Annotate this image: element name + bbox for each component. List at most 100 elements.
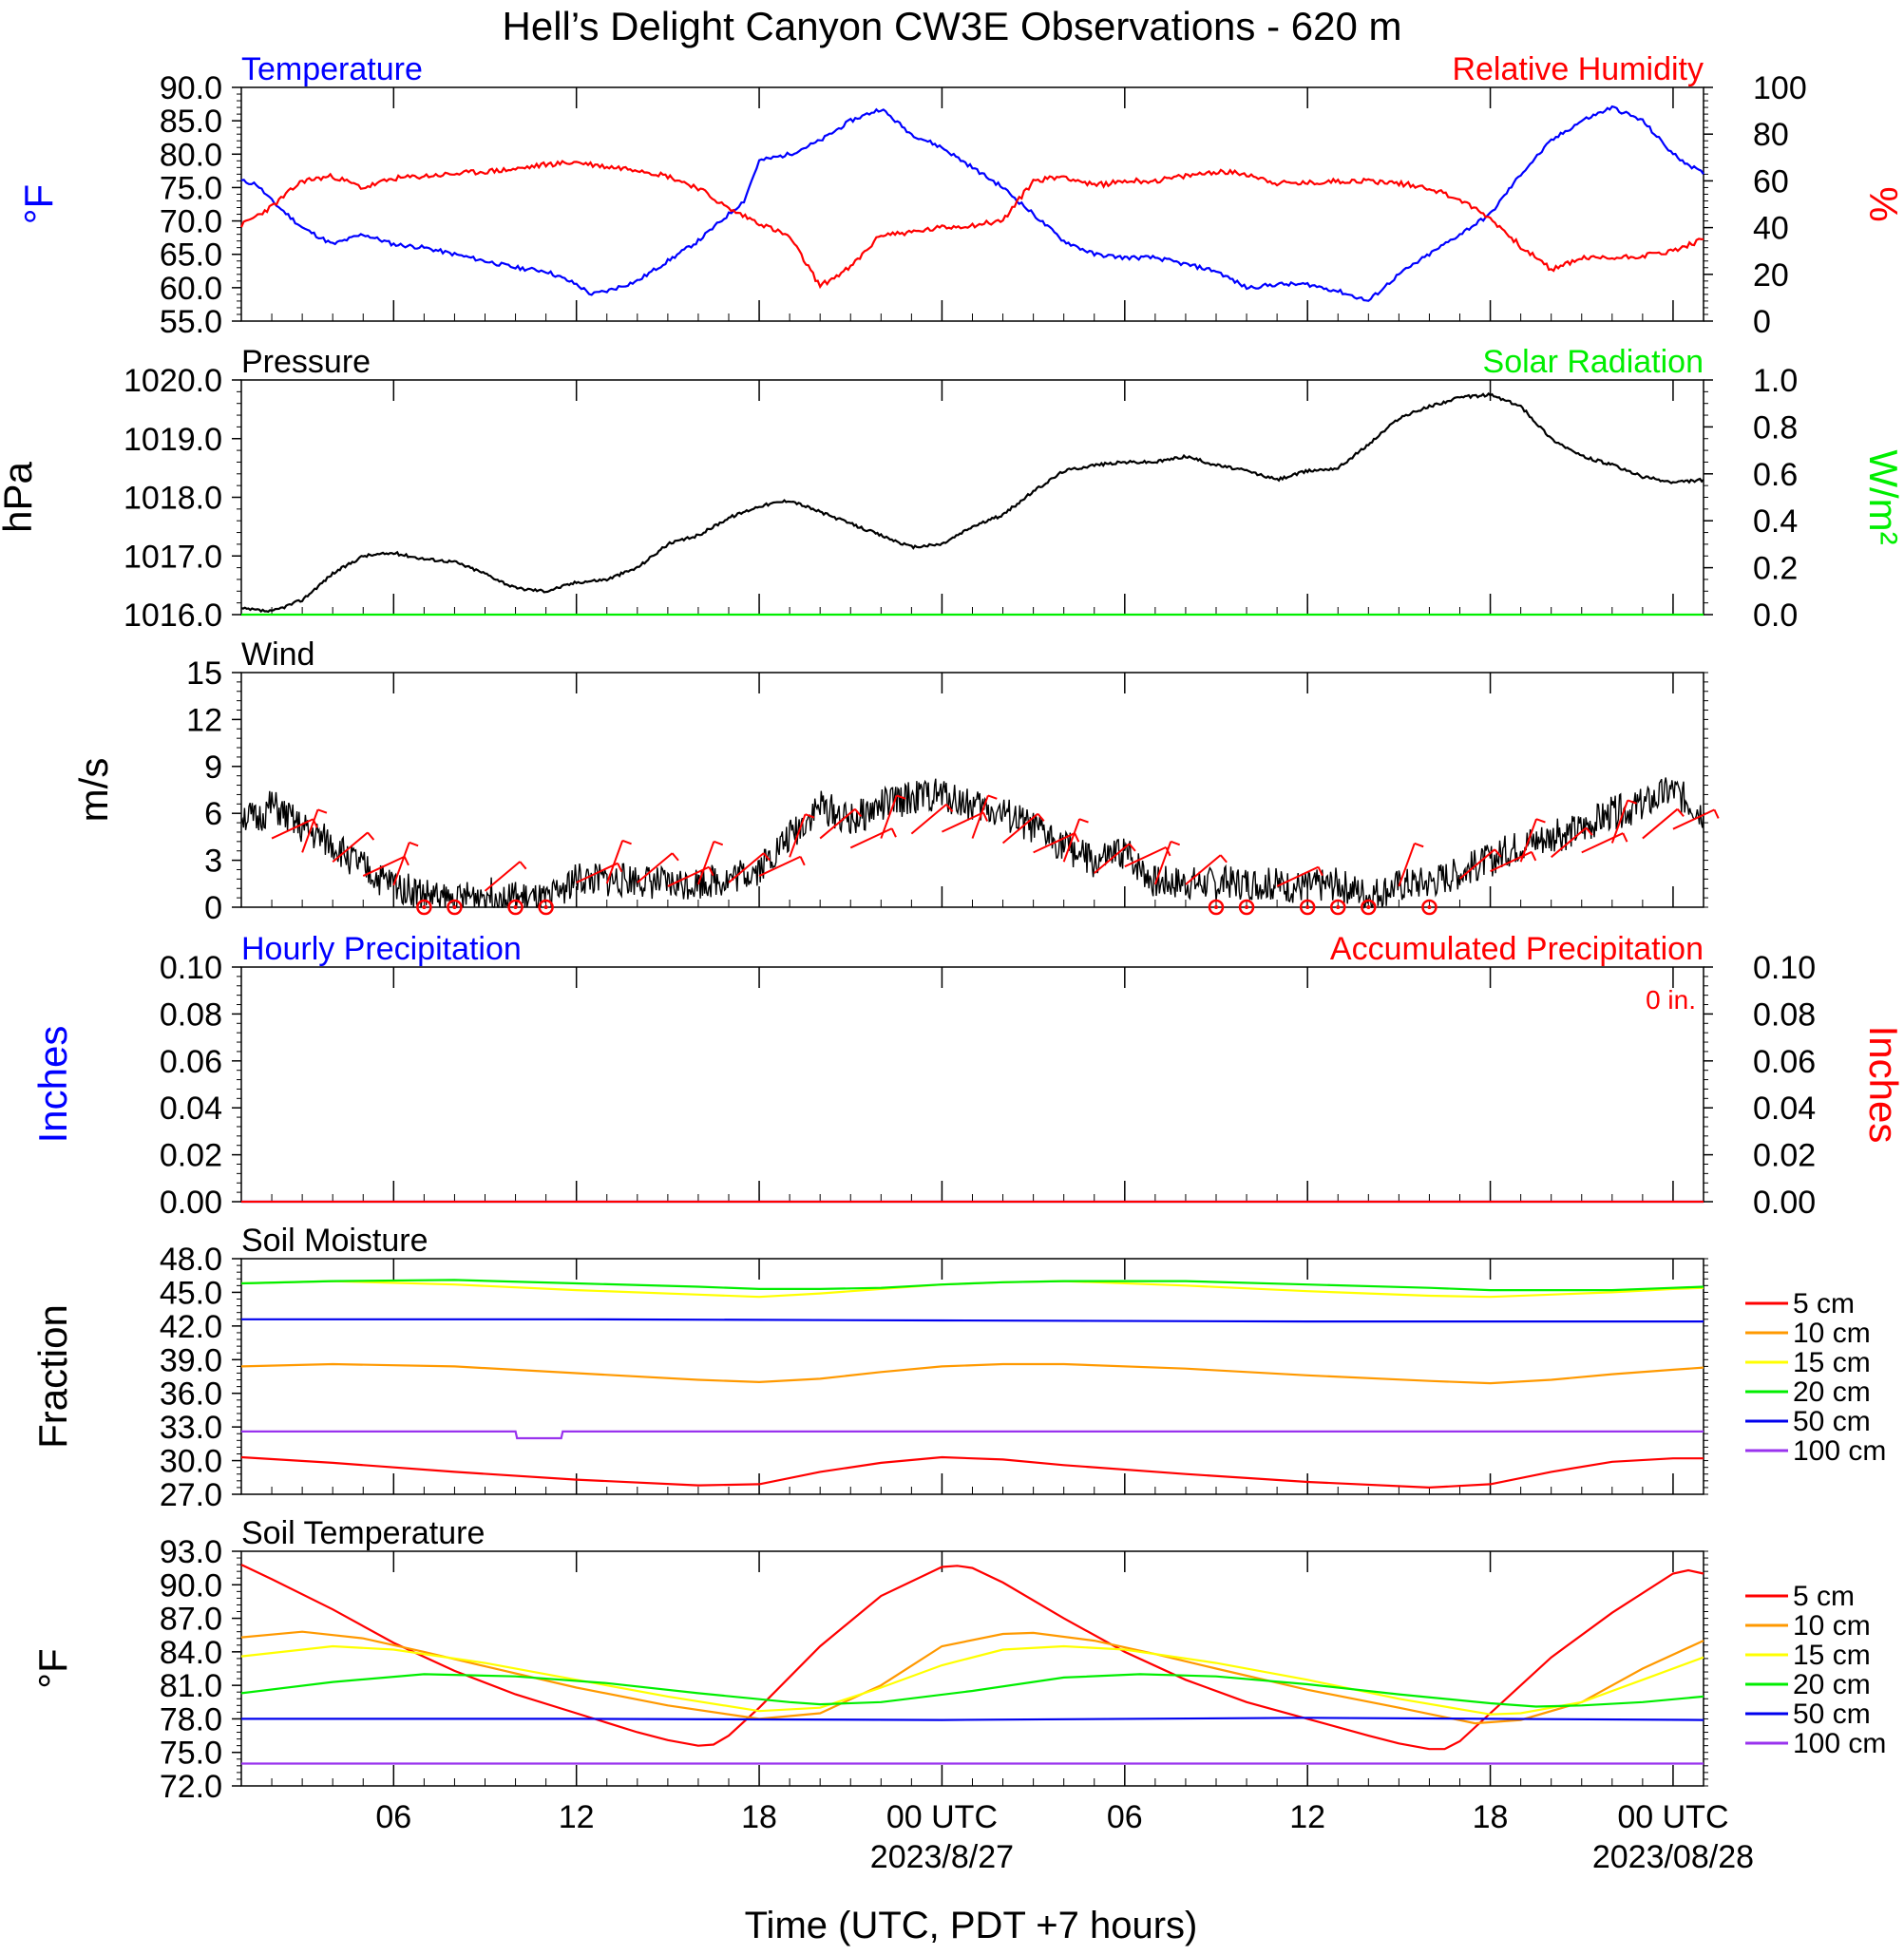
wind-barb xyxy=(1124,845,1167,868)
y-tick-label: 90.0 xyxy=(160,1567,222,1604)
panel-title: Soil Moisture xyxy=(241,1223,428,1259)
wind-barb-flag xyxy=(519,861,527,870)
wind-barb-flag xyxy=(714,840,724,846)
y-right-tick-label: 0 xyxy=(1753,304,1771,340)
panel-title: Temperature xyxy=(241,51,423,87)
panel-soil-moisture: 27.030.033.036.039.042.045.048.0 Soil Moi… xyxy=(30,1223,1886,1513)
x-tick-label: 12 xyxy=(559,1799,595,1835)
y-tick-label: 84.0 xyxy=(160,1635,222,1671)
series-line-50-cm xyxy=(241,1318,1704,1323)
y-tick-label: 15 xyxy=(186,655,222,692)
x-tick-label: 18 xyxy=(741,1799,777,1835)
wind-barb-flag xyxy=(1531,851,1537,862)
wind-barb-flag xyxy=(1317,866,1323,877)
y-tick-label: 75.0 xyxy=(160,170,222,206)
wind-barb xyxy=(605,840,624,884)
wind-barb xyxy=(696,841,715,885)
y-right-tick-label: 0.10 xyxy=(1753,950,1816,986)
panel-title-right: Solar Radiation xyxy=(1483,344,1704,380)
panel-wind: 0 3 6 9 12 15 Wind m/s xyxy=(71,636,1720,926)
wind-barb-flag xyxy=(367,831,375,841)
wind-barb xyxy=(1458,848,1495,880)
calm-wind-dot xyxy=(1245,905,1249,909)
y-tick-label: 81.0 xyxy=(160,1668,222,1704)
wind-barb-flag xyxy=(854,808,863,817)
wind-barb-flag xyxy=(1622,832,1628,843)
y-tick-label: 72.0 xyxy=(160,1769,222,1805)
wind-barb-flag xyxy=(763,852,771,862)
y-right-tick-label: 0.04 xyxy=(1753,1091,1816,1127)
legend-label: 20 cm xyxy=(1793,1669,1871,1700)
calm-wind-dot xyxy=(513,905,518,909)
y-tick-label: 0 xyxy=(204,890,222,926)
wind-barb xyxy=(849,827,893,849)
y-axis-label: °F xyxy=(30,1648,75,1688)
wind-barb xyxy=(484,861,521,892)
y-right-tick-label: 0.0 xyxy=(1753,598,1798,634)
calm-wind-dot xyxy=(543,905,548,909)
y-right-tick-label: 0.00 xyxy=(1753,1185,1816,1221)
wind-barb-flag xyxy=(890,827,897,838)
x-date-label: 2023/08/28 xyxy=(1592,1839,1754,1875)
wind-barb-flag xyxy=(1037,812,1045,822)
calm-wind-marker xyxy=(1208,899,1225,916)
y-tick-label: 0.08 xyxy=(160,996,222,1033)
wind-barb xyxy=(1153,841,1172,885)
calm-wind-marker xyxy=(1238,899,1255,916)
figure-title: Hell’s Delight Canyon CW3E Observations … xyxy=(503,4,1402,48)
wind-barb-flag xyxy=(1074,832,1080,843)
x-tick-label: 12 xyxy=(1289,1799,1325,1835)
calm-wind-marker xyxy=(1421,899,1438,916)
y-tick-label: 36.0 xyxy=(160,1376,222,1413)
series-line-5-cm xyxy=(240,1564,1704,1751)
calm-wind-dot xyxy=(1366,905,1371,909)
x-tick-label: 00 UTC xyxy=(886,1799,998,1835)
panel-pressure-solar: 1016.0 1017.0 1018.0 1019.0 1020.0 0.0 0.2 0.4 0… xyxy=(0,344,1904,634)
y-tick-label: 75.0 xyxy=(160,1736,222,1772)
wind-barb xyxy=(1551,826,1588,859)
y-right-axis-label: W/m² xyxy=(1861,449,1904,544)
y-axis-label: °F xyxy=(16,184,61,224)
panel-temperature-humidity: 55.060.065.070.075.080.085.090.0 0 20 40 60 8… xyxy=(16,51,1904,340)
wind-barb xyxy=(637,852,674,883)
wind-barb xyxy=(301,808,319,853)
legend-label: 5 cm xyxy=(1793,1581,1855,1612)
wind-barb xyxy=(1062,818,1081,863)
y-axis-label: Inches xyxy=(30,1026,75,1144)
wind-barb xyxy=(667,865,710,887)
wind-barb-flag xyxy=(1585,826,1593,836)
series-line-100-cm xyxy=(241,1430,1704,1440)
y-tick-label: 39.0 xyxy=(160,1342,222,1378)
y-right-tick-label: 0.6 xyxy=(1753,457,1798,493)
y-tick-label: 87.0 xyxy=(160,1602,222,1638)
x-tick-label: 18 xyxy=(1473,1799,1509,1835)
y-tick-label: 0.02 xyxy=(160,1138,222,1174)
wind-barb xyxy=(332,831,369,864)
wind-barb-flag xyxy=(1535,818,1546,824)
wind-barb-flag xyxy=(617,863,623,873)
legend-label: 20 cm xyxy=(1793,1376,1871,1408)
y-tick-label: 0.04 xyxy=(160,1091,222,1127)
y-right-axis-label: % xyxy=(1861,186,1904,221)
y-tick-label: 9 xyxy=(204,750,222,786)
plot-frame xyxy=(240,379,1704,616)
calm-wind-dot xyxy=(422,905,427,909)
series-line-20-cm xyxy=(240,1279,1704,1292)
wind-barb-flag xyxy=(987,794,998,800)
wind-barb xyxy=(1398,843,1416,887)
panel-title: Wind xyxy=(241,636,314,673)
y-tick-label: 0.00 xyxy=(160,1185,222,1221)
y-tick-label: 0.06 xyxy=(160,1044,222,1080)
x-tick-label: 00 UTC xyxy=(1617,1799,1728,1835)
wind-barb-flag xyxy=(1627,799,1637,805)
y-tick-label: 0.10 xyxy=(160,950,222,986)
y-axis-label: Fraction xyxy=(30,1304,75,1449)
wind-barb-flag xyxy=(805,813,815,819)
legend-label: 10 cm xyxy=(1793,1610,1871,1642)
plot-frame xyxy=(240,1550,1704,1787)
panel-precipitation: 0.00 0.02 0.04 0.06 0.08 0.10 0.00 0.02 0.04 0.06… xyxy=(30,931,1904,1221)
y-right-tick-label: 80 xyxy=(1753,117,1789,153)
y-tick-label: 93.0 xyxy=(160,1534,222,1570)
